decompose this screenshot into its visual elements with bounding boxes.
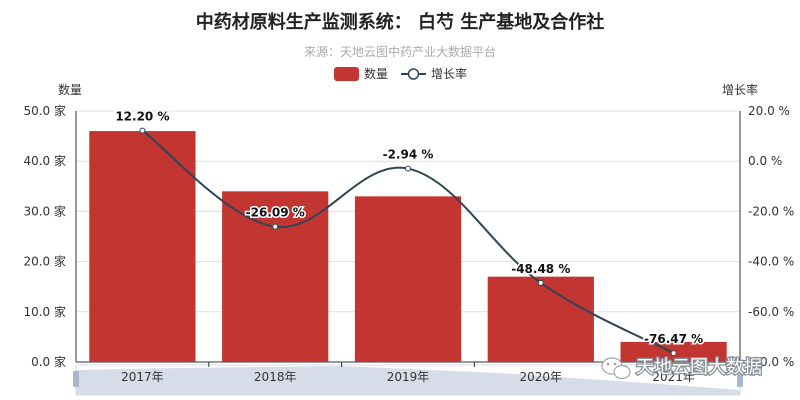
data-label: -48.48 % xyxy=(511,262,570,276)
y2-tick-label: -60.0 % xyxy=(748,305,794,319)
y2-axis-name: 增长率 xyxy=(722,82,758,97)
watermark: 天地云图大数据 xyxy=(601,356,763,380)
y-tick-label: 50.0 家 xyxy=(23,103,66,118)
watermark-text: 天地云图大数据 xyxy=(636,357,762,378)
x-tick-label: 2020年 xyxy=(520,370,563,384)
y2-tick-label: -40.0 % xyxy=(748,255,794,269)
legend[interactable]: 数量 增长率 xyxy=(334,66,467,81)
data-label: -26.09 % xyxy=(246,206,305,220)
legend-line-label[interactable]: 增长率 xyxy=(431,66,467,81)
y2-tick-label: -80.0 % xyxy=(748,355,794,369)
line-point[interactable] xyxy=(272,223,279,230)
legend-bar-swatch[interactable] xyxy=(334,67,359,81)
legend-line-swatch[interactable] xyxy=(401,68,426,80)
bar[interactable] xyxy=(89,131,196,362)
y-tick-label: 40.0 家 xyxy=(23,153,66,168)
x-tick-label: 2017年 xyxy=(121,370,164,384)
bar-series[interactable] xyxy=(89,131,727,362)
data-zoom-shadow xyxy=(76,366,740,395)
y-tick-label: 10.0 家 xyxy=(23,304,66,319)
bar[interactable] xyxy=(487,276,594,362)
bar[interactable] xyxy=(222,191,329,362)
x-axis-ticks: 2017年 2018年 2019年 2020年 2021年 xyxy=(121,362,695,384)
data-zoom-right-handle[interactable] xyxy=(737,371,743,387)
y-tick-label: 0.0 家 xyxy=(31,354,66,369)
legend-bar-label[interactable]: 数量 xyxy=(364,66,388,81)
line-point[interactable] xyxy=(670,350,677,357)
data-labels: 12.20 % -26.09 % -2.94 % -48.48 % -76.47 % xyxy=(114,108,705,348)
bar[interactable] xyxy=(354,196,462,362)
data-zoom-left-handle[interactable] xyxy=(73,371,79,387)
y-tick-label: 20.0 家 xyxy=(23,254,66,269)
line-point[interactable] xyxy=(139,127,146,134)
wechat-icon xyxy=(601,357,631,380)
data-label: -2.94 % xyxy=(383,148,434,162)
y2-axis-ticks: -80.0 % -60.0 % -40.0 % -20.0 % 0.0 % 20.0 % xyxy=(748,104,794,369)
line-point[interactable] xyxy=(405,165,411,172)
y-axis-name: 数量 xyxy=(58,82,82,97)
y-tick-label: 30.0 家 xyxy=(23,203,66,218)
x-tick-label: 2018年 xyxy=(254,370,297,384)
data-label: -76.47 % xyxy=(644,332,703,346)
y2-tick-label: 20.0 % xyxy=(748,104,790,118)
data-label: 12.20 % xyxy=(115,110,169,124)
y2-tick-label: -20.0 % xyxy=(748,204,794,218)
line-points[interactable] xyxy=(139,127,677,357)
chart-subtitle: 来源：天地云图中药产业大数据平台 xyxy=(304,44,496,59)
line-point[interactable] xyxy=(537,279,544,286)
y-axis-ticks: 0.0 家 10.0 家 20.0 家 30.0 家 40.0 家 50.0 家 xyxy=(23,103,66,369)
y2-tick-label: 0.0 % xyxy=(748,154,782,168)
x-tick-label: 2021年 xyxy=(652,370,695,384)
x-tick-label: 2019年 xyxy=(387,370,430,384)
chart-title: 中药材原料生产监测系统： 白芍 生产基地及合作社 xyxy=(196,11,605,33)
